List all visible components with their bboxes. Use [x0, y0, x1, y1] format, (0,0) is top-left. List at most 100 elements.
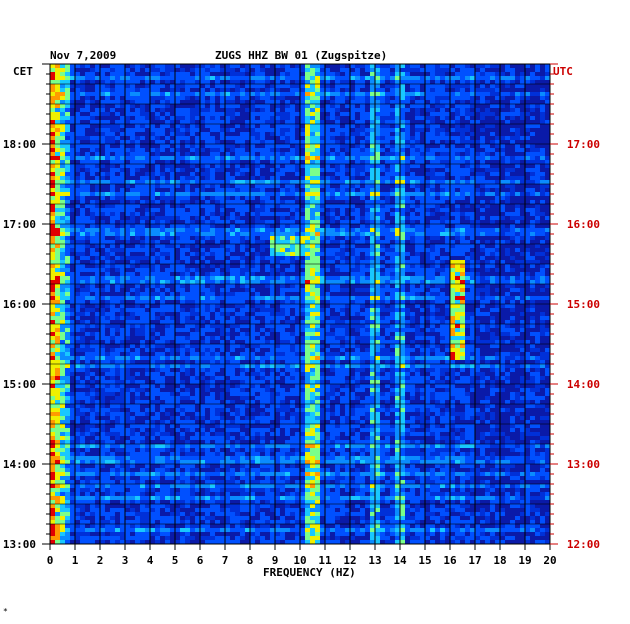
heatmap-cell: [535, 228, 540, 232]
heatmap-cell: [215, 164, 220, 168]
heatmap-cell: [150, 196, 155, 200]
heatmap-cell: [375, 168, 380, 172]
heatmap-cell: [120, 256, 125, 260]
heatmap-cell: [395, 332, 400, 336]
heatmap-cell: [60, 244, 65, 248]
heatmap-cell: [435, 224, 440, 228]
heatmap-cell: [425, 156, 430, 160]
heatmap-cell: [135, 120, 140, 124]
heatmap-cell: [80, 276, 85, 280]
heatmap-cell: [85, 96, 90, 100]
heatmap-cell: [395, 156, 400, 160]
heatmap-cell: [355, 236, 360, 240]
heatmap-cell: [380, 256, 385, 260]
heatmap-cell: [540, 280, 545, 284]
heatmap-cell: [125, 228, 130, 232]
heatmap-cell: [340, 256, 345, 260]
heatmap-cell: [235, 256, 240, 260]
heatmap-cell: [315, 104, 320, 108]
heatmap-cell: [380, 224, 385, 228]
heatmap-cell: [345, 328, 350, 332]
heatmap-cell: [235, 64, 240, 68]
heatmap-cell: [255, 184, 260, 188]
heatmap-cell: [125, 208, 130, 212]
heatmap-cell: [425, 120, 430, 124]
heatmap-cell: [70, 328, 75, 332]
heatmap-cell: [520, 148, 525, 152]
heatmap-cell: [205, 204, 210, 208]
heatmap-cell: [170, 264, 175, 268]
heatmap-cell: [320, 200, 325, 204]
heatmap-cell: [145, 212, 150, 216]
heatmap-cell: [250, 120, 255, 124]
heatmap-cell: [390, 176, 395, 180]
heatmap-cell: [270, 152, 275, 156]
heatmap-cell: [420, 324, 425, 328]
heatmap-cell: [395, 120, 400, 124]
heatmap-cell: [515, 204, 520, 208]
heatmap-cell: [220, 296, 225, 300]
heatmap-cell: [255, 296, 260, 300]
heatmap-cell: [260, 76, 265, 80]
heatmap-cell: [165, 92, 170, 96]
heatmap-cell: [145, 120, 150, 124]
heatmap-cell: [260, 204, 265, 208]
heatmap-cell: [320, 88, 325, 92]
heatmap-cell: [195, 212, 200, 216]
heatmap-cell: [290, 332, 295, 336]
heatmap-cell: [105, 228, 110, 232]
heatmap-cell: [50, 292, 55, 296]
heatmap-cell: [385, 248, 390, 252]
heatmap-cell: [345, 244, 350, 248]
heatmap-cell: [350, 152, 355, 156]
heatmap-cell: [475, 92, 480, 96]
heatmap-cell: [60, 140, 65, 144]
heatmap-cell: [125, 232, 130, 236]
heatmap-cell: [55, 300, 60, 304]
heatmap-cell: [195, 300, 200, 304]
heatmap-cell: [225, 280, 230, 284]
heatmap-cell: [115, 96, 120, 100]
heatmap-cell: [435, 264, 440, 268]
heatmap-cell: [345, 188, 350, 192]
heatmap-cell: [250, 320, 255, 324]
heatmap-cell: [255, 332, 260, 336]
heatmap-cell: [465, 284, 470, 288]
heatmap-cell: [75, 112, 80, 116]
heatmap-cell: [400, 296, 405, 300]
heatmap-cell: [275, 120, 280, 124]
heatmap-cell: [280, 180, 285, 184]
heatmap-cell: [450, 320, 455, 324]
heatmap-cell: [310, 128, 315, 132]
heatmap-cell: [500, 208, 505, 212]
heatmap-cell: [435, 260, 440, 264]
heatmap-cell: [370, 148, 375, 152]
heatmap-cell: [480, 152, 485, 156]
heatmap-cell: [65, 216, 70, 220]
heatmap-cell: [175, 296, 180, 300]
heatmap-cell: [400, 272, 405, 276]
heatmap-cell: [480, 160, 485, 164]
heatmap-cell: [145, 280, 150, 284]
heatmap-cell: [435, 96, 440, 100]
heatmap-cell: [525, 136, 530, 140]
heatmap-cell: [80, 236, 85, 240]
heatmap-cell: [390, 168, 395, 172]
heatmap-cell: [50, 200, 55, 204]
heatmap-cell: [395, 280, 400, 284]
heatmap-cell: [400, 220, 405, 224]
heatmap-cell: [540, 156, 545, 160]
heatmap-cell: [200, 280, 205, 284]
heatmap-cell: [115, 232, 120, 236]
heatmap-cell: [525, 192, 530, 196]
heatmap-cell: [170, 188, 175, 192]
heatmap-cell: [180, 84, 185, 88]
heatmap-cell: [145, 316, 150, 320]
heatmap-cell: [470, 180, 475, 184]
heatmap-cell: [75, 300, 80, 304]
heatmap-cell: [130, 72, 135, 76]
heatmap-cell: [50, 252, 55, 256]
heatmap-cell: [235, 324, 240, 328]
heatmap-cell: [95, 240, 100, 244]
heatmap-cell: [140, 276, 145, 280]
